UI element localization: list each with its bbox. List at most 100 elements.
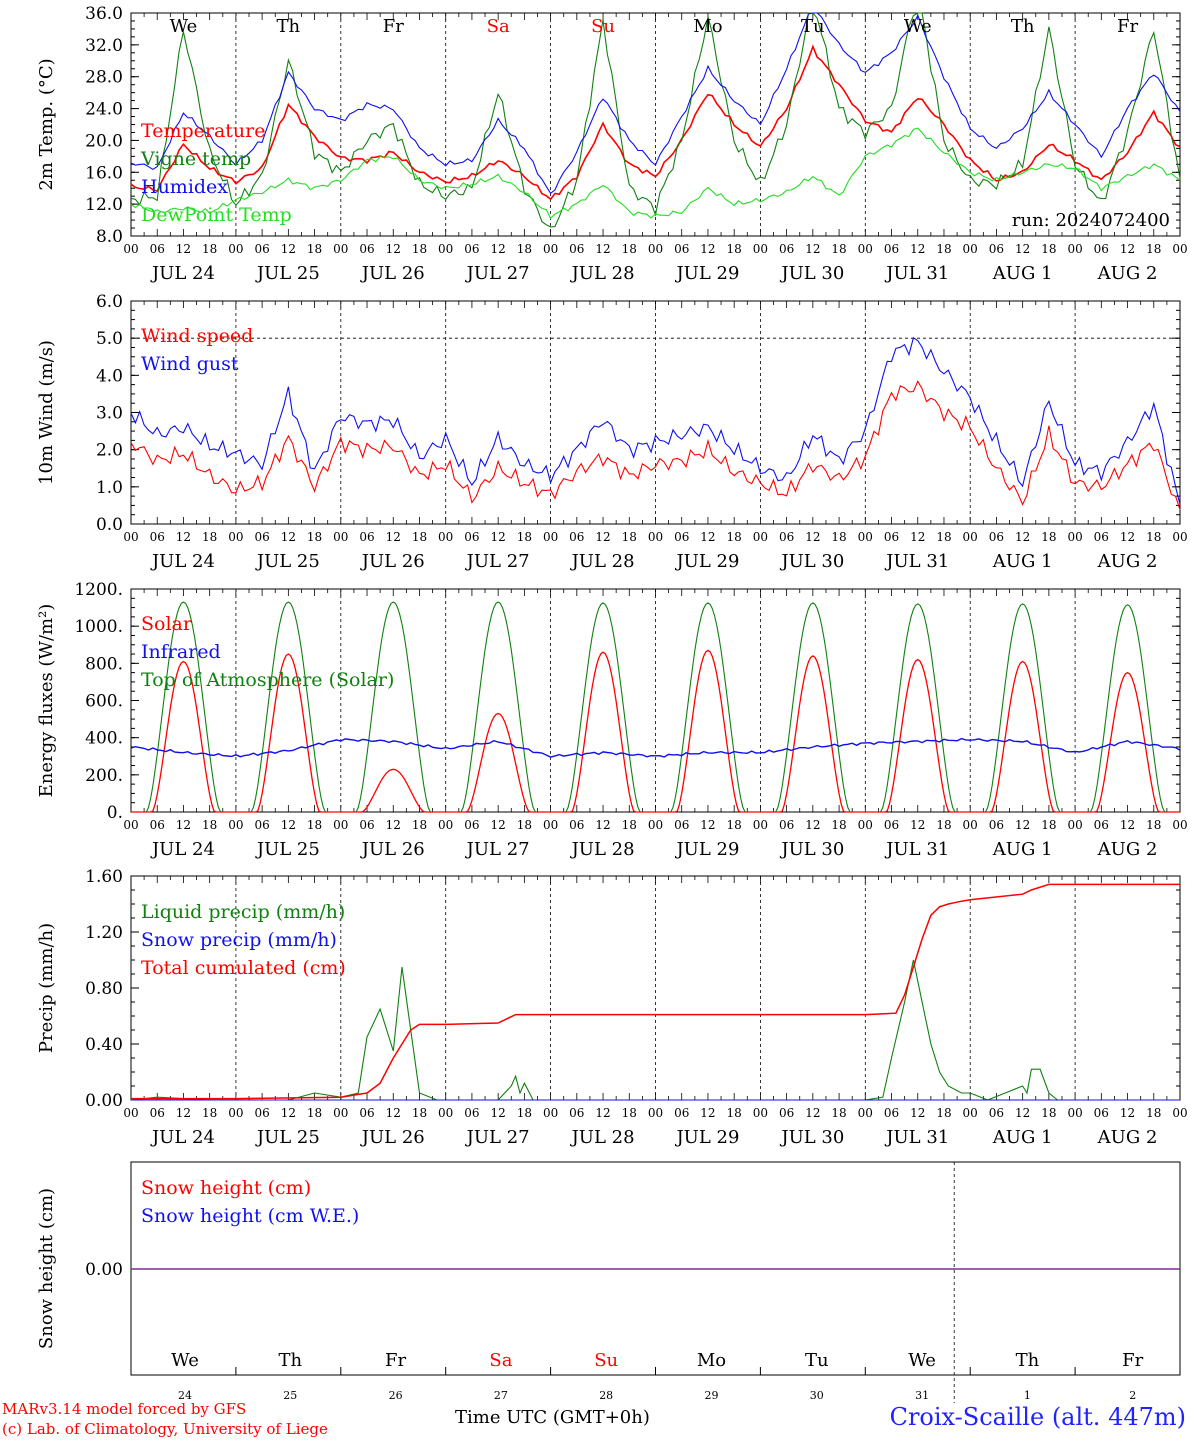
hour-tick-label: 12 — [1015, 818, 1030, 832]
day-number-label: 26 — [389, 1389, 403, 1402]
hour-tick-label: 18 — [622, 1106, 637, 1120]
hour-tick-label: 06 — [359, 530, 374, 544]
station-name: Croix-Scaille (alt. 447m) — [889, 1403, 1186, 1431]
hour-tick-label: 12 — [595, 818, 610, 832]
weekday-label: Th — [1016, 1350, 1040, 1371]
y-tick-label: 3.0 — [96, 404, 123, 424]
hour-tick-label: 12 — [700, 242, 715, 256]
hour-tick-label: 18 — [1146, 530, 1161, 544]
y-tick-label: 4.0 — [96, 366, 123, 386]
hour-tick-label: 18 — [202, 530, 217, 544]
legend-entry: Snow height (cm) — [141, 1177, 311, 1199]
weekday-label: We — [170, 16, 198, 37]
lab-credit: (c) Lab. of Climatology, University of L… — [2, 1420, 328, 1438]
hour-tick-label: 18 — [202, 242, 217, 256]
day-label: JUL 29 — [674, 263, 739, 284]
weekday-label: Tu — [805, 1350, 829, 1371]
y-tick-label: 24.0 — [85, 100, 123, 120]
hour-tick-label: 18 — [936, 1106, 951, 1120]
hour-tick-label: 06 — [254, 242, 269, 256]
day-label: JUL 29 — [674, 1127, 739, 1148]
hour-tick-label: 00 — [228, 818, 243, 832]
y-tick-label: 28.0 — [85, 68, 123, 88]
hour-tick-label: 12 — [386, 242, 401, 256]
y-tick-label: 12.0 — [85, 195, 123, 215]
hour-tick-label: 06 — [779, 242, 794, 256]
y-tick-label: 0. — [107, 803, 123, 823]
y-tick-label: 20.0 — [85, 131, 123, 151]
hour-tick-label: 12 — [281, 1106, 296, 1120]
day-label: JUL 28 — [570, 839, 635, 860]
hour-tick-label: 06 — [464, 242, 479, 256]
day-label: JUL 27 — [465, 263, 530, 284]
hour-tick-label: 06 — [569, 818, 584, 832]
series-dewpoint-temp — [130, 127, 1181, 220]
hour-tick-label: 18 — [831, 242, 846, 256]
hour-tick-label: 12 — [176, 818, 191, 832]
hour-tick-label: 12 — [386, 1106, 401, 1120]
weekday-label: Th — [278, 1350, 302, 1371]
series-solar — [131, 649, 1180, 813]
hour-tick-label: 06 — [254, 530, 269, 544]
weekday-label: Su — [594, 1350, 618, 1371]
hour-tick-label: 06 — [150, 242, 165, 256]
hour-tick-label: 12 — [281, 242, 296, 256]
series-infrared — [130, 737, 1181, 758]
hour-tick-label: 00 — [858, 242, 873, 256]
y-axis-label: Energy fluxes (W/m²) — [36, 604, 57, 798]
hour-tick-label: 12 — [910, 818, 925, 832]
y-tick-label: 2.0 — [96, 441, 123, 461]
hour-tick-label: 06 — [150, 818, 165, 832]
day-label: AUG 1 — [992, 839, 1053, 860]
hour-tick-label: 06 — [254, 1106, 269, 1120]
hour-tick-label: 06 — [674, 1106, 689, 1120]
y-tick-label: 1000. — [74, 617, 123, 637]
hour-tick-label: 00 — [123, 1106, 138, 1120]
hour-tick-label: 06 — [359, 818, 374, 832]
hour-tick-label: 06 — [150, 530, 165, 544]
hour-tick-label: 12 — [176, 242, 191, 256]
hour-tick-label: 00 — [963, 818, 978, 832]
hour-tick-label: 06 — [779, 818, 794, 832]
y-tick-label: 0.00 — [85, 1091, 123, 1111]
hour-tick-label: 18 — [307, 530, 322, 544]
day-number-label: 25 — [283, 1389, 297, 1402]
hour-tick-label: 00 — [648, 818, 663, 832]
hour-tick-label: 18 — [831, 818, 846, 832]
weekday-label: Fr — [1122, 1350, 1143, 1371]
hour-tick-label: 00 — [648, 1106, 663, 1120]
day-label: JUL 31 — [884, 839, 949, 860]
hour-tick-label: 18 — [936, 242, 951, 256]
hour-tick-label: 18 — [517, 1106, 532, 1120]
hour-tick-label: 00 — [1067, 242, 1082, 256]
y-tick-label: 0.0 — [96, 515, 123, 535]
hour-tick-label: 18 — [936, 530, 951, 544]
day-label: JUL 26 — [360, 263, 425, 284]
day-label: JUL 28 — [570, 263, 635, 284]
hour-tick-label: 06 — [989, 242, 1004, 256]
day-label: JUL 24 — [150, 263, 215, 284]
day-label: JUL 31 — [884, 263, 949, 284]
weekday-label: Sa — [487, 16, 510, 37]
hour-tick-label: 06 — [1094, 818, 1109, 832]
hour-tick-label: 06 — [989, 530, 1004, 544]
hour-tick-label: 18 — [1146, 1106, 1161, 1120]
hour-tick-label: 06 — [464, 530, 479, 544]
hour-tick-label: 00 — [648, 242, 663, 256]
hour-tick-label: 12 — [910, 1106, 925, 1120]
hour-tick-label: 18 — [307, 242, 322, 256]
legend-entry: Top of Atmosphere (Solar) — [141, 669, 394, 691]
day-label: JUL 28 — [570, 1127, 635, 1148]
day-label: JUL 28 — [570, 551, 635, 572]
y-tick-label: 0.80 — [85, 979, 123, 999]
hour-tick-label: 12 — [805, 1106, 820, 1120]
hour-tick-label: 06 — [464, 1106, 479, 1120]
panel-frame-2 — [130, 588, 1181, 813]
day-label: JUL 27 — [465, 839, 530, 860]
day-label: JUL 30 — [779, 263, 844, 284]
day-number-label: 1 — [1024, 1389, 1031, 1402]
model-credit: MARv3.14 model forced by GFS — [2, 1400, 247, 1418]
y-tick-label: 32.0 — [85, 36, 123, 56]
hour-tick-label: 06 — [989, 818, 1004, 832]
hour-tick-label: 18 — [622, 530, 637, 544]
